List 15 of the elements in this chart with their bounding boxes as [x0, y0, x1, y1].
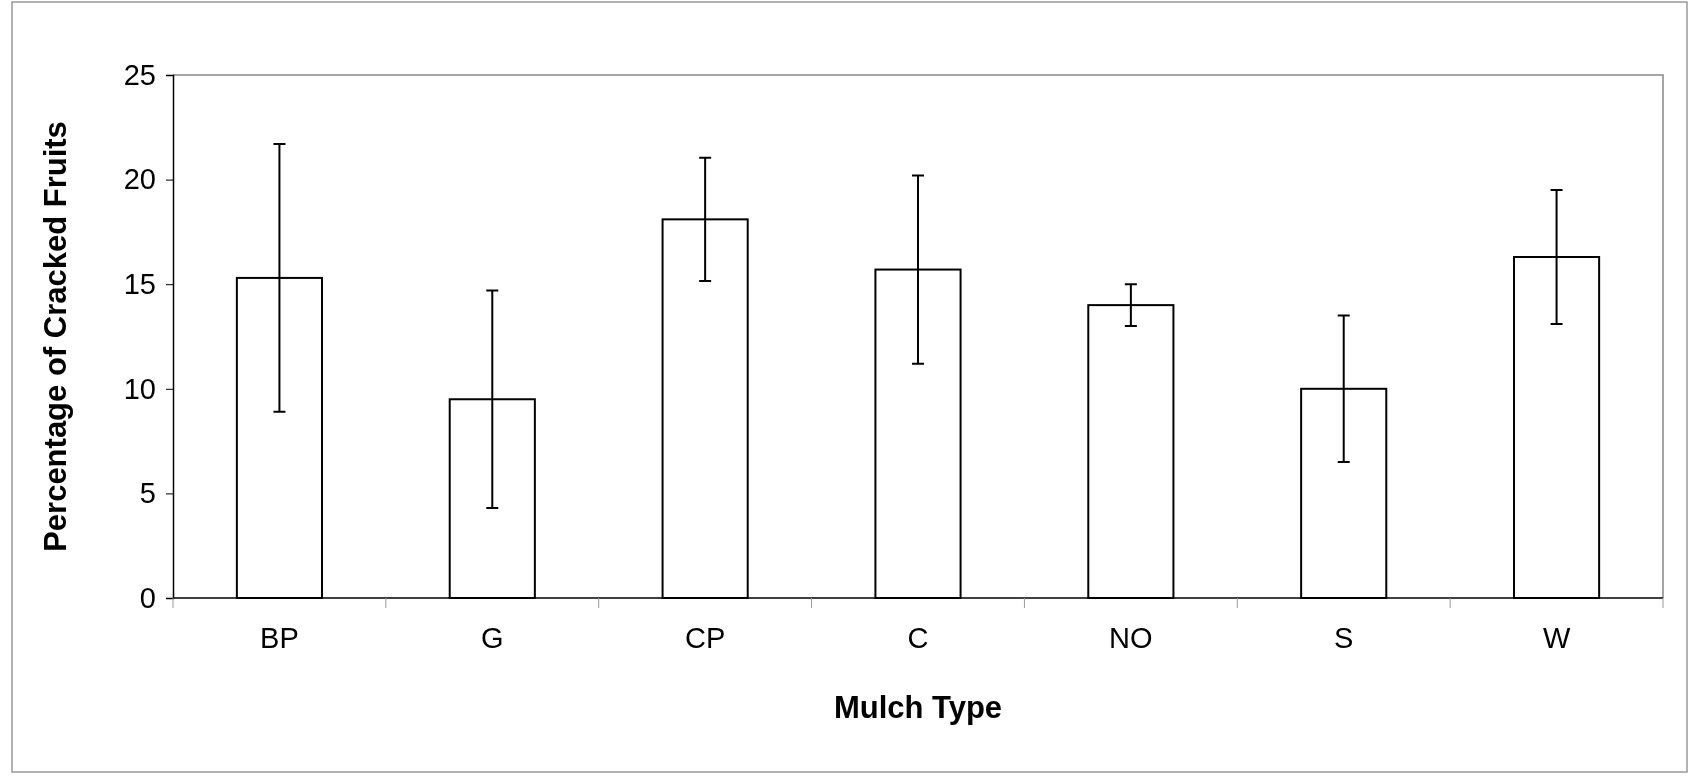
x-tick-label: W [1542, 622, 1571, 654]
x-tick-label: S [1334, 622, 1354, 654]
x-tick-label: BP [260, 622, 299, 654]
x-tick-label: CP [684, 622, 726, 654]
y-axis-title: Percentage of Cracked Fruits [38, 121, 73, 552]
y-tick-label: 5 [139, 477, 156, 510]
y-tick-label: 20 [123, 163, 156, 196]
y-tick-label: 15 [123, 267, 156, 300]
y-tick-label: 10 [123, 372, 156, 405]
x-axis-title: Mulch Type [833, 690, 1003, 725]
x-tick-label: G [481, 622, 504, 654]
x-tick-label: NO [1109, 622, 1153, 654]
x-tick-label: C [907, 622, 929, 654]
y-tick-label: 25 [123, 58, 156, 91]
y-tick-label: 0 [139, 581, 156, 614]
